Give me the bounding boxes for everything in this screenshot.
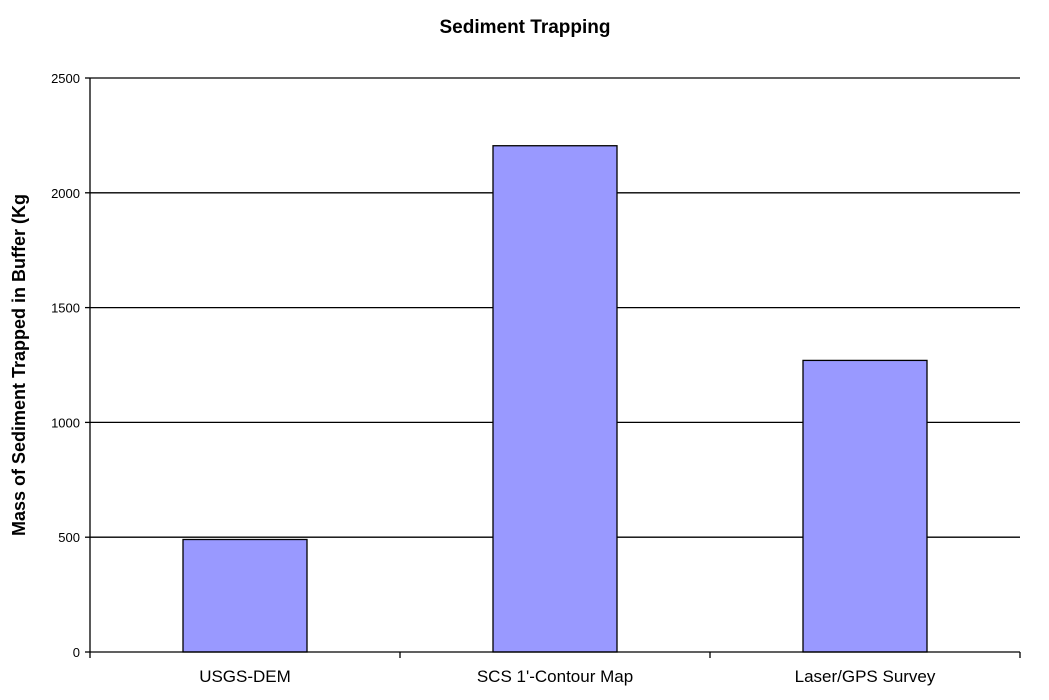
y-tick-label: 1500: [51, 301, 80, 316]
y-tick-label: 2000: [51, 186, 80, 201]
x-tick-label: SCS 1'-Contour Map: [477, 667, 633, 686]
chart-title: Sediment Trapping: [439, 17, 610, 38]
axes: [85, 77, 1021, 658]
bar: [492, 145, 618, 653]
y-tick-label: 500: [58, 530, 80, 545]
y-tick-label: 1000: [51, 415, 80, 430]
bars: [182, 145, 928, 653]
x-tick-labels: USGS-DEM SCS 1'-Contour Map Laser/GPS Surv…: [199, 667, 936, 686]
x-tick-label: USGS-DEM: [199, 667, 291, 686]
bar: [802, 359, 928, 653]
y-axis-title: Mass of Sediment Trapped in Buffer (Kg: [9, 194, 29, 536]
y-tick-label: 2500: [51, 71, 80, 86]
bar: [182, 538, 308, 653]
y-tick-labels: 0 500 1000 1500 2000 2500: [51, 71, 80, 660]
x-tick-label: Laser/GPS Survey: [795, 667, 936, 686]
y-tick-label: 0: [73, 645, 80, 660]
